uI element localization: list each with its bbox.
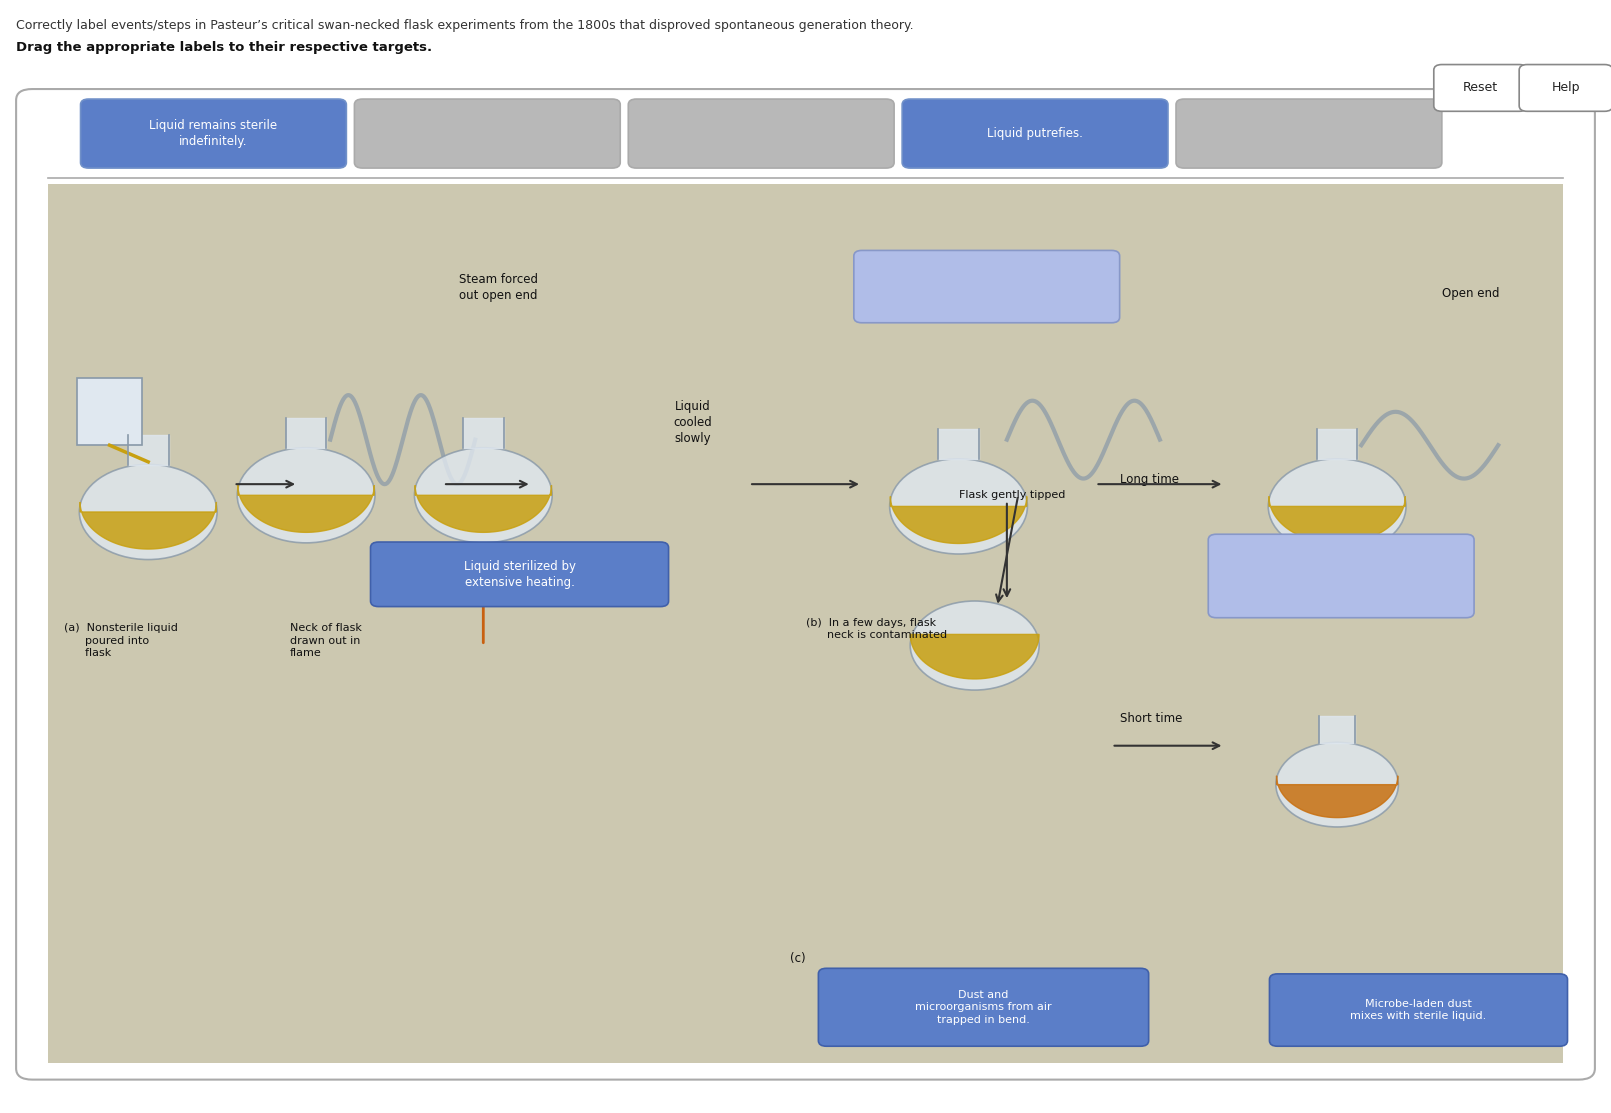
FancyBboxPatch shape [628, 99, 894, 168]
FancyBboxPatch shape [1269, 974, 1568, 1046]
Polygon shape [238, 485, 374, 532]
Ellipse shape [414, 447, 553, 543]
Polygon shape [891, 496, 1026, 543]
Text: Correctly label events/steps in Pasteur’s critical swan-necked flask experiments: Correctly label events/steps in Pasteur’… [16, 19, 913, 32]
FancyBboxPatch shape [1434, 65, 1527, 111]
FancyBboxPatch shape [81, 99, 346, 168]
Ellipse shape [237, 447, 375, 543]
Text: Liquid putrefies.: Liquid putrefies. [988, 127, 1083, 140]
Ellipse shape [1276, 742, 1398, 827]
Ellipse shape [910, 601, 1039, 690]
Ellipse shape [889, 459, 1028, 554]
Text: Long time: Long time [1120, 473, 1179, 486]
Polygon shape [1269, 496, 1405, 543]
FancyBboxPatch shape [77, 378, 142, 445]
Text: Short time: Short time [1120, 712, 1182, 726]
Text: Reset: Reset [1463, 81, 1498, 95]
Text: Steam forced
out open end: Steam forced out open end [459, 273, 538, 302]
Text: Open end: Open end [1442, 287, 1500, 301]
Text: Liquid
cooled
slowly: Liquid cooled slowly [673, 401, 712, 445]
Text: (c): (c) [789, 952, 806, 965]
Text: Help: Help [1551, 81, 1580, 95]
Polygon shape [81, 502, 216, 549]
Text: (b)  In a few days, flask
      neck is contaminated: (b) In a few days, flask neck is contami… [806, 618, 947, 640]
Polygon shape [910, 634, 1039, 679]
FancyBboxPatch shape [1176, 99, 1442, 168]
FancyBboxPatch shape [854, 250, 1120, 323]
FancyBboxPatch shape [48, 184, 1563, 1063]
Text: Drag the appropriate labels to their respective targets.: Drag the appropriate labels to their res… [16, 41, 432, 55]
FancyBboxPatch shape [818, 968, 1149, 1046]
FancyBboxPatch shape [16, 89, 1595, 1080]
Text: Liquid sterilized by
extensive heating.: Liquid sterilized by extensive heating. [464, 560, 575, 589]
FancyBboxPatch shape [371, 542, 669, 607]
FancyBboxPatch shape [354, 99, 620, 168]
Text: Microbe-laden dust
mixes with sterile liquid.: Microbe-laden dust mixes with sterile li… [1350, 998, 1487, 1022]
Ellipse shape [1268, 459, 1406, 554]
Polygon shape [416, 485, 551, 532]
FancyBboxPatch shape [902, 99, 1168, 168]
Ellipse shape [79, 464, 217, 560]
FancyBboxPatch shape [1519, 65, 1611, 111]
Text: Dust and
microorganisms from air
trapped in bend.: Dust and microorganisms from air trapped… [915, 989, 1052, 1025]
FancyBboxPatch shape [1208, 534, 1474, 618]
Text: (a)  Nonsterile liquid
      poured into
      flask: (a) Nonsterile liquid poured into flask [64, 623, 179, 658]
Text: Liquid remains sterile
indefinitely.: Liquid remains sterile indefinitely. [150, 119, 277, 148]
Text: Flask gently tipped: Flask gently tipped [959, 490, 1065, 500]
Text: Neck of flask
drawn out in
flame: Neck of flask drawn out in flame [290, 623, 362, 658]
Polygon shape [1276, 776, 1398, 818]
FancyBboxPatch shape [48, 106, 1563, 178]
